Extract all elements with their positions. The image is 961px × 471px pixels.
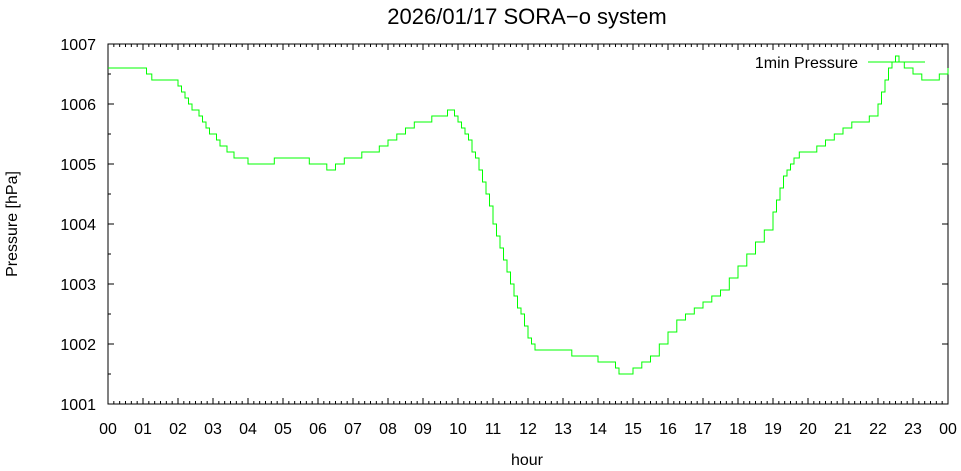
- x-tick-label: 10: [449, 421, 467, 438]
- y-axis: 1001 1002 1003 1004 1005 1006 1007: [60, 37, 948, 414]
- y-tick-label: 1001: [60, 397, 96, 414]
- x-tick-label: 11: [485, 421, 502, 438]
- x-tick-label: 20: [799, 421, 817, 438]
- y-tick-label: 1003: [60, 277, 96, 294]
- y-axis-label: Pressure [hPa]: [4, 171, 21, 277]
- x-tick-label: 17: [694, 421, 712, 438]
- x-tick-label: 23: [904, 421, 922, 438]
- x-tick-label: 12: [519, 421, 537, 438]
- series-layer: [108, 55, 949, 375]
- x-tick-label: 03: [204, 421, 222, 438]
- x-tick-label: 05: [274, 421, 292, 438]
- x-tick-label: 19: [764, 421, 782, 438]
- x-tick-label: 01: [134, 421, 152, 438]
- y-tick-label: 1006: [60, 97, 96, 114]
- y-tick-label: 1007: [60, 37, 96, 54]
- series-line-0: [108, 55, 949, 375]
- x-tick-label: 22: [869, 421, 887, 438]
- x-axis: 00 01 02 03 04 05 06 07 08 09 10 11 12 13 14 15 16 17 18 19…: [99, 44, 957, 438]
- plot-frame: [107, 43, 949, 405]
- x-tick-label: 21: [834, 421, 852, 438]
- x-tick-label: 13: [554, 421, 572, 438]
- x-tick-label: 16: [659, 421, 677, 438]
- x-tick-label: 09: [414, 421, 432, 438]
- x-tick-label: 06: [309, 421, 327, 438]
- x-tick-label: 15: [624, 421, 642, 438]
- x-tick-label: 14: [589, 421, 607, 438]
- x-tick-label: 00: [939, 421, 957, 438]
- x-tick-label: 00: [99, 421, 117, 438]
- x-tick-label: 08: [379, 421, 397, 438]
- x-tick-label: 04: [239, 421, 257, 438]
- y-tick-label: 1005: [60, 157, 96, 174]
- x-tick-label: 18: [729, 421, 747, 438]
- x-tick-label: 07: [344, 421, 362, 438]
- x-tick-label: 02: [169, 421, 187, 438]
- x-axis-label: hour: [511, 452, 544, 469]
- y-tick-label: 1002: [60, 337, 96, 354]
- legend: 1min Pressure: [755, 55, 925, 72]
- chart-title: 2026/01/17 SORA−o system: [387, 4, 666, 29]
- legend-label: 1min Pressure: [755, 55, 858, 72]
- y-tick-label: 1004: [60, 217, 96, 234]
